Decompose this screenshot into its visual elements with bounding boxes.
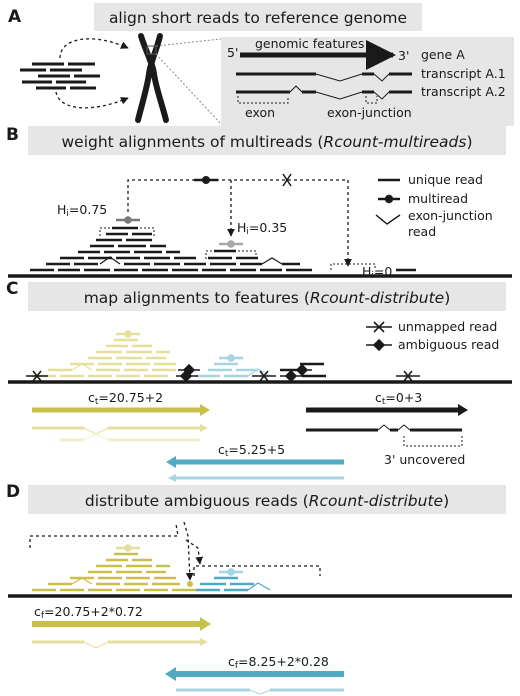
panel-d: D distribute ambiguous reads (Rcount-dis… xyxy=(6,482,512,695)
exon-junction-bracket xyxy=(365,96,378,104)
weight-label-3: Hi=0 xyxy=(362,264,392,281)
read-pile xyxy=(20,62,100,90)
panel-d-header-bg xyxy=(28,485,506,514)
weight-label-1: Hi=0.75 xyxy=(57,202,107,219)
exon-junction-label: exon-junction xyxy=(327,105,412,120)
panel-b-letter: B xyxy=(6,125,19,145)
unmapped-cross-b xyxy=(282,173,292,187)
yellow-read-pile-d xyxy=(32,552,196,592)
panel-c-letter: C xyxy=(6,279,18,299)
bracket-3 xyxy=(330,263,376,270)
feature-a-gene-d-head xyxy=(200,617,211,631)
unmapped-reads xyxy=(26,370,420,382)
legend-unmapped-read: unmapped read xyxy=(398,319,497,334)
feature-a-transcript1 xyxy=(32,426,200,435)
transcript-a1 xyxy=(236,72,412,82)
weight-label-2: Hi=0.35 xyxy=(237,220,287,237)
blue-multiread-d-dot xyxy=(227,568,235,576)
yellow-read-pile xyxy=(32,338,176,378)
panel-c-header-bg xyxy=(28,282,506,311)
panel-b-header-bg xyxy=(28,126,506,155)
panel-a-header: align short reads to reference genome xyxy=(109,9,407,27)
multiread-alignment-2-dot xyxy=(227,240,235,248)
legend-read: read xyxy=(408,224,436,239)
bracket-1 xyxy=(99,227,155,236)
legend-b: unique read multiread exon-junction read xyxy=(375,172,493,239)
count-feature-c: ct=5.25+5 xyxy=(218,442,285,459)
blue-read-pile-d xyxy=(196,576,271,592)
panel-d-letter: D xyxy=(6,482,20,502)
blue-multiread-dot xyxy=(227,354,235,362)
panel-b-header: weight alignments of multireads (Rcount-… xyxy=(61,133,472,151)
feature-b-gene-head xyxy=(458,404,468,416)
ambiguous-yellow-share xyxy=(187,581,193,587)
yellow-multiread-d-dot xyxy=(124,544,132,552)
feature-a-transcripts-d xyxy=(32,640,200,649)
uncovered-bracket xyxy=(403,436,463,447)
panel-a-header-bg xyxy=(94,3,422,31)
chromosome-icon xyxy=(135,33,169,123)
read-to-genome-arrow-bottom xyxy=(55,91,129,109)
legend-unique-read: unique read xyxy=(408,172,483,187)
exon-label: exon xyxy=(245,105,275,120)
read-to-genome-arrow-top xyxy=(59,38,129,59)
panel-b: B weight alignments of multireads (Rcoun… xyxy=(6,125,512,281)
panel-a: A align short reads to reference genome … xyxy=(8,3,514,126)
feature-c-gene-d-head xyxy=(165,667,176,681)
distribution-arrows xyxy=(29,521,321,581)
genomic-features-label: genomic features xyxy=(255,36,364,51)
multiread-alignment-1-dot xyxy=(124,216,132,224)
legend-multiread: multiread xyxy=(408,191,468,206)
legend-ambiguous-read: ambiguous read xyxy=(398,337,499,352)
feature-c-transcript-d xyxy=(176,688,344,695)
transcript2-label: transcript A.2 xyxy=(421,84,506,99)
three-prime-label: 3' xyxy=(398,48,409,63)
yellow-multiread-dot xyxy=(124,330,132,338)
feature-b-transcript xyxy=(306,424,462,432)
exon-bracket xyxy=(237,96,289,104)
panel-c-header: map alignments to features (Rcount-distr… xyxy=(84,289,451,307)
legend-c xyxy=(366,321,392,352)
zoom-line-top xyxy=(155,38,222,47)
feature-a-transcript2 xyxy=(60,433,200,442)
uncovered-label: 3' uncovered xyxy=(384,452,465,467)
panel-c: C map alignments to features (Rcount-dis… xyxy=(6,279,512,482)
count-distributed-b: cf=8.25+2*0.28 xyxy=(228,654,329,671)
count-distributed-a: cf=20.75+2*0.72 xyxy=(34,604,143,621)
feature-a-transcript1-head xyxy=(200,424,208,432)
feature-c-gene-head xyxy=(166,456,176,468)
gene-label: gene A xyxy=(421,47,465,62)
panel-d-header: distribute ambiguous reads (Rcount-distr… xyxy=(85,492,449,510)
five-prime-label: 5' xyxy=(227,45,238,60)
legend-exon-junction: exon-junction xyxy=(408,208,493,223)
feature-c-transcript-head xyxy=(168,474,176,482)
ambiguous-reads xyxy=(176,363,312,383)
transcript-a2 xyxy=(236,85,412,100)
count-feature-b: ct=0+3 xyxy=(375,390,422,407)
feature-a-transcripts-d-head xyxy=(200,638,208,646)
multiread-connectors xyxy=(127,179,352,267)
blue-read-pile xyxy=(196,362,271,378)
feature-a-gene-head xyxy=(200,404,210,416)
read-pile-b xyxy=(30,226,416,272)
multiread-origin-dot xyxy=(202,176,210,184)
panel-a-letter: A xyxy=(8,7,22,27)
transcript1-label: transcript A.1 xyxy=(421,66,506,81)
count-feature-a: ct=20.75+2 xyxy=(88,390,163,407)
